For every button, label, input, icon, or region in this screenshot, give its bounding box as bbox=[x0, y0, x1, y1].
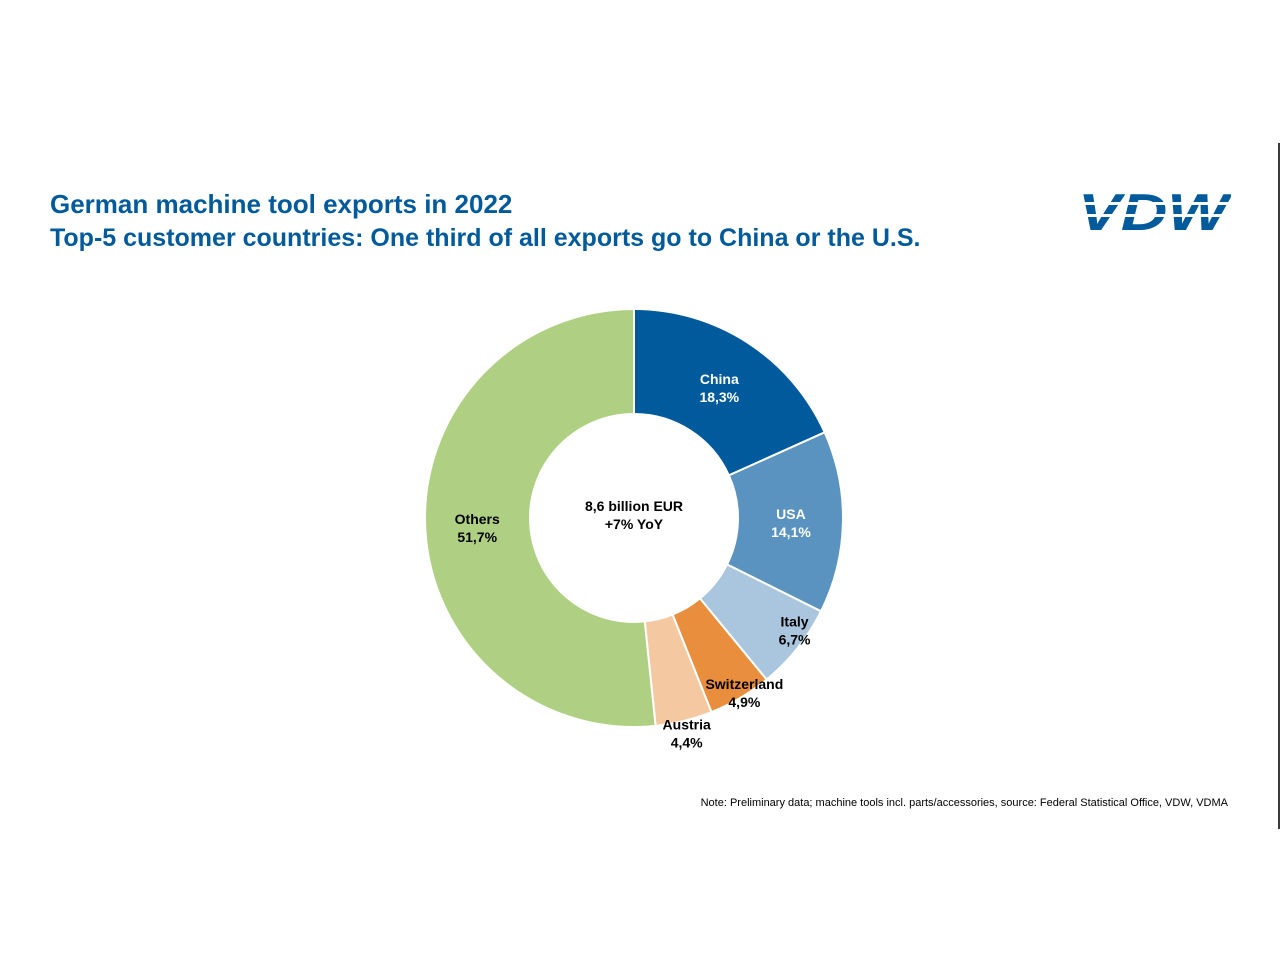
logo-stripe bbox=[1075, 214, 1231, 217]
slice-label-austria: Austria 4,4% bbox=[663, 717, 711, 751]
slide-edge-divider bbox=[1278, 143, 1280, 829]
slice-label-usa: USA 14,1% bbox=[771, 506, 811, 540]
logo-stripe bbox=[1075, 202, 1231, 205]
vdw-logo: VDW bbox=[1075, 188, 1231, 234]
center-total-label: 8,6 billion EUR +7% YoY bbox=[585, 498, 683, 532]
slice-others bbox=[424, 307, 657, 728]
donut-center-label: 8,6 billion EUR +7% YoY bbox=[585, 498, 683, 532]
vdw-logo-text: VDW bbox=[1078, 188, 1231, 234]
page-title: German machine tool exports in 2022 bbox=[50, 189, 513, 219]
slice-label-switzerland: Switzerland 4,9% bbox=[705, 676, 783, 710]
donut-labels: China 18,3% USA 14,1% Italy 6,7% Switzerland 4,… bbox=[455, 371, 812, 750]
slice-china bbox=[633, 307, 826, 477]
footnote: Note: Preliminary data; machine tools in… bbox=[700, 797, 1228, 809]
slice-usa bbox=[725, 431, 844, 613]
slice-label-italy: Italy 6,7% bbox=[779, 614, 811, 648]
slice-label-others: Others 51,7% bbox=[455, 511, 500, 545]
donut-slices bbox=[424, 307, 844, 728]
page-subtitle: Top-5 customer countries: One third of a… bbox=[50, 224, 921, 252]
slice-label-china: China 18,3% bbox=[699, 371, 739, 405]
